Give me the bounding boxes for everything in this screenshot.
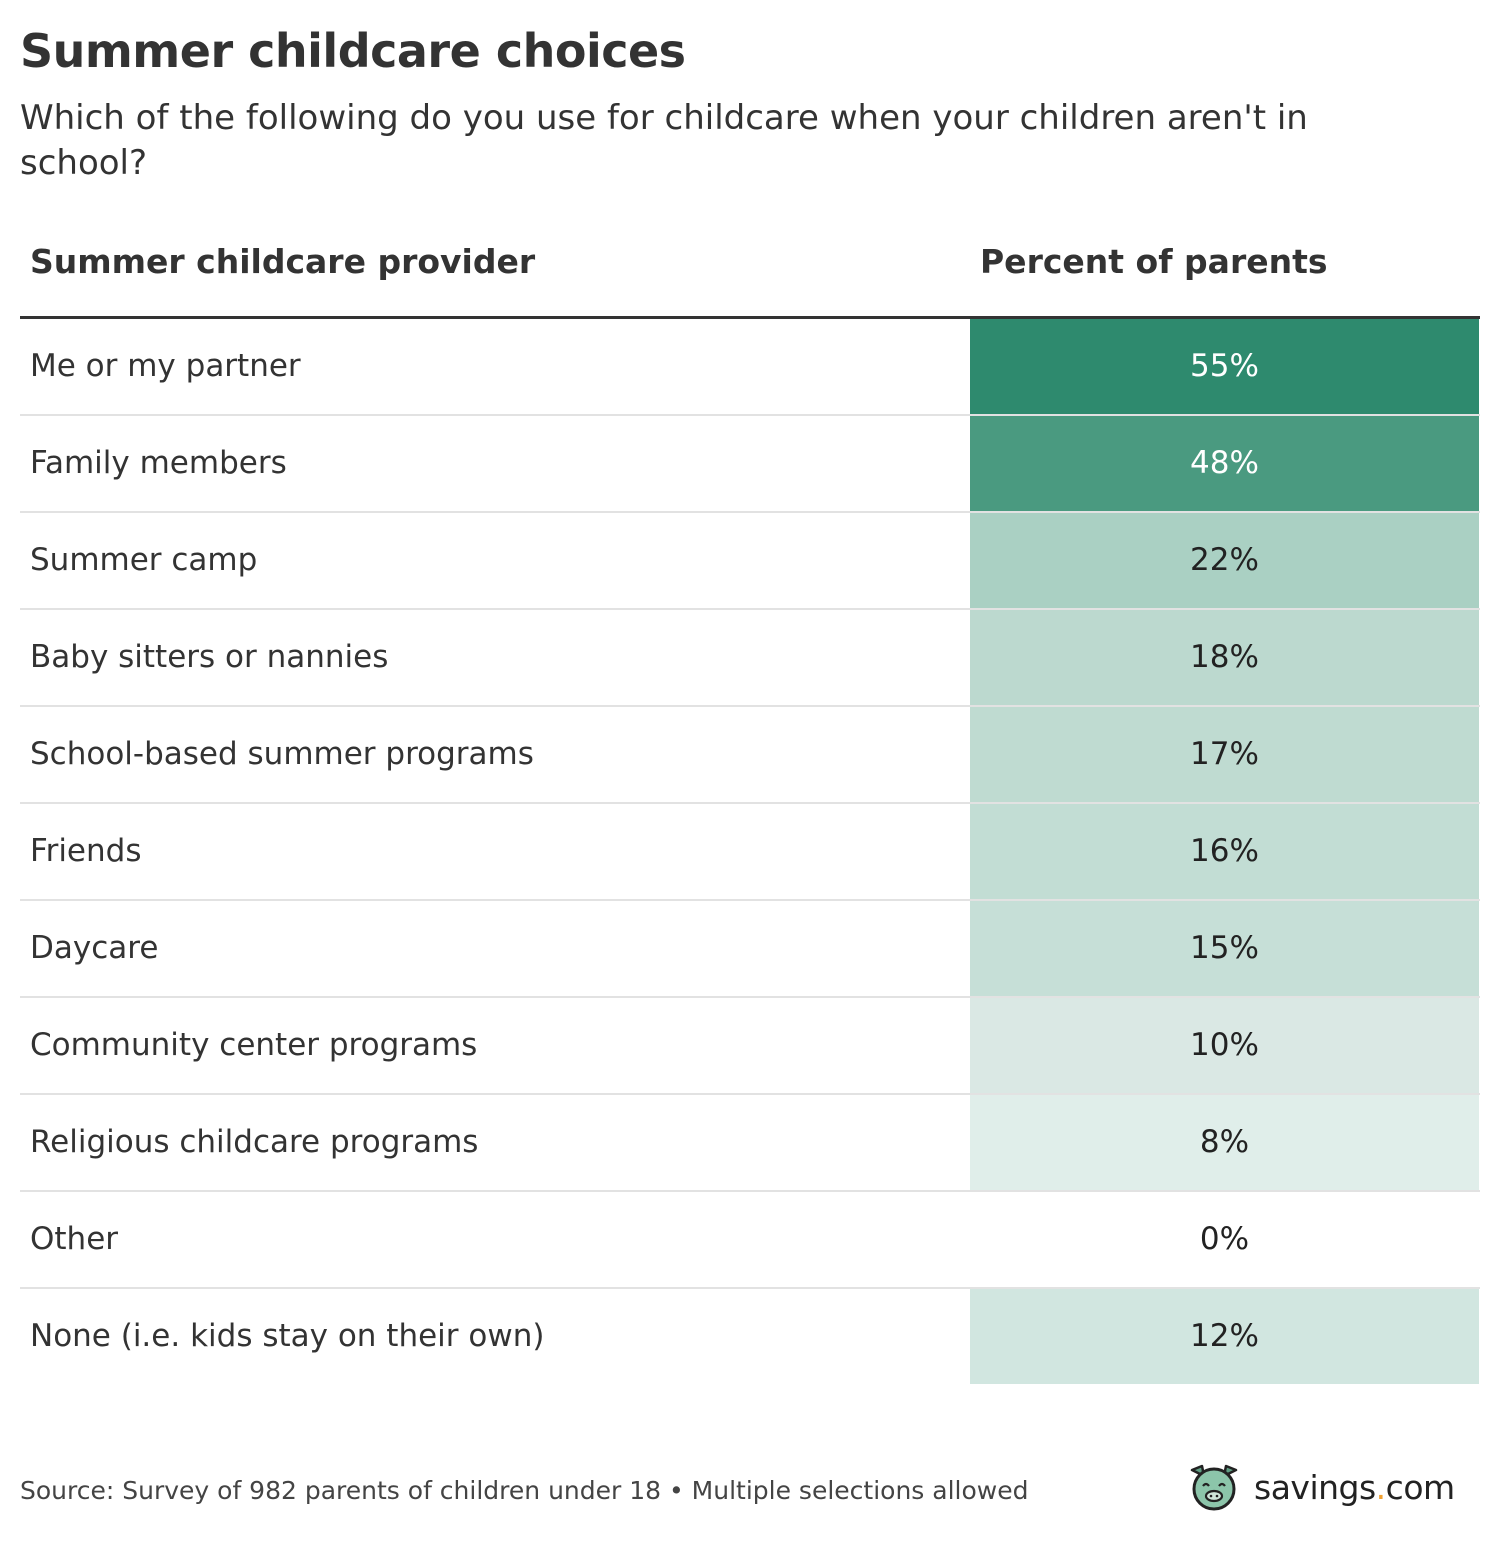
table-row: Summer camp 22%	[20, 513, 1480, 610]
table-row: School-based summer programs 17%	[20, 707, 1480, 804]
data-table: Summer childcare provider Percent of par…	[20, 230, 1480, 1384]
chart-title: Summer childcare choices	[20, 24, 686, 78]
table-header: Summer childcare provider Percent of par…	[20, 230, 1480, 319]
percent-cell: 12%	[970, 1289, 1479, 1384]
logo-wordmark: savings.com	[1254, 1467, 1455, 1507]
percent-cell: 15%	[970, 901, 1479, 996]
table-row: Daycare 15%	[20, 901, 1480, 998]
savings-logo: savings.com	[1186, 1462, 1455, 1512]
table-row: Family members 48%	[20, 416, 1480, 513]
percent-cell: 8%	[970, 1095, 1479, 1190]
percent-cell: 17%	[970, 707, 1479, 802]
row-label: None (i.e. kids stay on their own)	[30, 1318, 545, 1354]
table-row: Religious childcare programs 8%	[20, 1095, 1480, 1192]
row-label: Summer camp	[30, 542, 258, 578]
table-row: Me or my partner 55%	[20, 319, 1480, 416]
row-label: Baby sitters or nannies	[30, 639, 389, 675]
percent-cell: 22%	[970, 513, 1479, 608]
pig-icon	[1190, 1464, 1238, 1511]
row-label: Other	[30, 1221, 119, 1257]
row-label: Friends	[30, 833, 142, 869]
percent-cell: 18%	[970, 610, 1479, 705]
percent-cell: 55%	[970, 319, 1479, 414]
percent-cell: 48%	[970, 416, 1479, 511]
source-note: Source: Survey of 982 parents of childre…	[20, 1476, 1029, 1505]
percent-cell: 0%	[970, 1192, 1479, 1287]
percent-cell: 10%	[970, 998, 1479, 1093]
percent-cell: 16%	[970, 804, 1479, 899]
column-header-provider: Summer childcare provider	[30, 242, 536, 281]
column-header-percent: Percent of parents	[980, 242, 1328, 281]
row-label: Me or my partner	[30, 348, 301, 384]
row-label: School-based summer programs	[30, 736, 534, 772]
table-body: Me or my partner 55% Family members 48% Summ…	[20, 319, 1480, 1384]
row-label: Family members	[30, 445, 287, 481]
table-row: None (i.e. kids stay on their own) 12%	[20, 1289, 1480, 1384]
table-row: Other 0%	[20, 1192, 1480, 1289]
chart-subtitle: Which of the following do you use for ch…	[20, 98, 1308, 183]
row-label: Daycare	[30, 930, 159, 966]
table-row: Baby sitters or nannies 18%	[20, 610, 1480, 707]
table-row: Community center programs 10%	[20, 998, 1480, 1095]
table-row: Friends 16%	[20, 804, 1480, 901]
row-label: Religious childcare programs	[30, 1124, 479, 1160]
row-label: Community center programs	[30, 1027, 478, 1063]
